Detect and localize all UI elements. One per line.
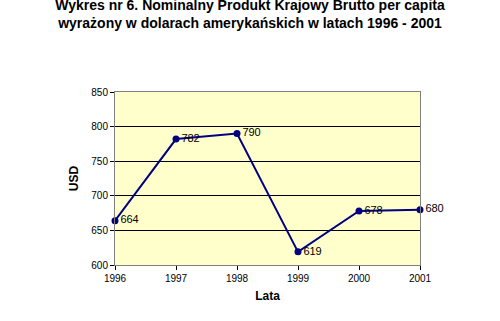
svg-text:2001: 2001 xyxy=(409,273,432,284)
svg-text:1999: 1999 xyxy=(287,273,310,284)
svg-text:619: 619 xyxy=(303,245,321,257)
svg-text:1997: 1997 xyxy=(165,273,188,284)
svg-text:2000: 2000 xyxy=(348,273,371,284)
svg-text:664: 664 xyxy=(120,213,138,225)
svg-text:Wykres nr 6. Nominalny Produkt: Wykres nr 6. Nominalny Produkt Krajowy B… xyxy=(55,0,445,31)
svg-text:750: 750 xyxy=(91,156,108,167)
svg-text:680: 680 xyxy=(425,202,443,214)
svg-text:790: 790 xyxy=(242,126,260,138)
svg-text:700: 700 xyxy=(91,190,108,201)
svg-text:Lata: Lata xyxy=(255,289,280,303)
svg-text:782: 782 xyxy=(181,132,199,144)
svg-text:600: 600 xyxy=(91,260,108,271)
svg-text:USD: USD xyxy=(67,166,81,192)
svg-text:650: 650 xyxy=(91,225,108,236)
svg-text:800: 800 xyxy=(91,121,108,132)
svg-text:1996: 1996 xyxy=(104,273,127,284)
svg-text:1998: 1998 xyxy=(226,273,249,284)
svg-text:850: 850 xyxy=(91,87,108,98)
svg-text:678: 678 xyxy=(364,204,382,216)
